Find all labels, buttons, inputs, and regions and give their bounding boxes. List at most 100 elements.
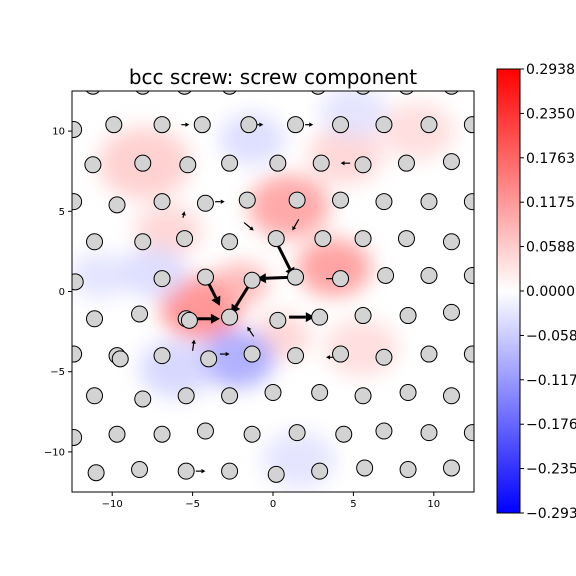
- displacement-arrow: [182, 215, 185, 218]
- atom-marker: [314, 230, 332, 248]
- atom-marker: [135, 91, 150, 95]
- atom-marker: [111, 350, 129, 368]
- atom-marker: [399, 384, 417, 402]
- displacement-arrow-head: [259, 122, 264, 127]
- displacement-arrow-head: [309, 122, 314, 127]
- atom-marker: [311, 308, 329, 326]
- atom-marker: [420, 424, 438, 442]
- field-region: [72, 252, 129, 299]
- atom-marker: [463, 266, 474, 284]
- y-axis: −10 −5 0 5 10: [44, 127, 72, 458]
- atom-marker: [354, 156, 372, 174]
- atom-marker: [134, 233, 152, 251]
- colorbar-tick-label: 0.1175: [526, 195, 575, 211]
- atom-marker: [269, 154, 287, 172]
- atom-marker: [72, 120, 83, 138]
- atom-marker: [72, 345, 83, 363]
- field-region: [200, 329, 275, 388]
- atom-marker: [221, 233, 239, 251]
- atom-marker: [420, 266, 438, 284]
- atom-marker: [108, 425, 126, 443]
- atom-marker: [332, 345, 350, 363]
- atom-marker: [238, 191, 256, 209]
- atom-marker: [354, 387, 372, 405]
- x-axis: −10 −5 0 5 10: [102, 492, 440, 510]
- atom-marker: [72, 273, 84, 291]
- plot-area: −10 −5 0 5 10 −10 −5 0 5 10: [44, 90, 475, 510]
- displacement-arrow-head: [256, 273, 267, 284]
- x-tick-label: −10: [102, 499, 123, 510]
- colorbar-tick-label: −0.2350: [526, 462, 576, 478]
- atom-marker: [177, 387, 195, 405]
- colorbar-tick-label: 0.0000: [526, 284, 575, 300]
- atom-marker: [243, 345, 261, 363]
- atom-marker: [131, 461, 149, 479]
- atom-marker: [153, 425, 171, 443]
- atom-marker: [196, 194, 214, 212]
- displacement-arrow-head: [201, 468, 206, 474]
- colorbar-ticks: 0.2938 0.2350 0.1763 0.1175 0.0588 0.0000 −0.0…: [520, 62, 576, 522]
- atom-marker: [332, 191, 350, 209]
- displacement-arrow: [248, 329, 255, 337]
- atom-marker: [131, 305, 149, 323]
- field-region: [139, 339, 214, 398]
- atom-marker: [267, 230, 285, 248]
- atom-marker: [177, 91, 192, 95]
- atom-marker: [196, 422, 214, 440]
- atom-marker: [332, 270, 350, 288]
- atom-marker: [354, 307, 372, 325]
- field-layer: [72, 91, 455, 489]
- displacement-arrow-head: [211, 295, 221, 306]
- atom-marker: [463, 116, 474, 134]
- atom-marker: [200, 350, 218, 368]
- atom-marker: [442, 233, 460, 251]
- displacement-arrow: [243, 222, 252, 229]
- y-tick-label: 5: [59, 207, 65, 218]
- y-tick-label: −5: [50, 367, 65, 378]
- displacement-arrow-head: [225, 351, 230, 357]
- colorbar-tick-label: −0.1175: [526, 373, 576, 389]
- atom-marker: [335, 425, 353, 443]
- colorbar-gradient: [496, 68, 521, 514]
- atom-marker: [193, 116, 211, 134]
- chart-title: bcc screw: screw component: [129, 65, 417, 89]
- atom-marker: [153, 116, 171, 134]
- atom-marker: [221, 154, 239, 172]
- atom-marker: [442, 153, 460, 171]
- colorbar-tick-label: 0.2938: [526, 62, 575, 78]
- atom-marker: [442, 459, 460, 477]
- displacement-arrow-head: [249, 226, 254, 231]
- atom-marker: [196, 268, 214, 286]
- x-tick-label: −5: [185, 499, 200, 510]
- displacement-arrow-head: [247, 326, 252, 332]
- colorbar-tick-label: 0.0588: [526, 240, 575, 256]
- atom-marker: [332, 116, 350, 134]
- atom-marker: [287, 116, 305, 134]
- displacement-arrow-head: [326, 355, 331, 360]
- atom-marker: [267, 465, 285, 483]
- atom-marker: [179, 156, 197, 174]
- field-region: [120, 246, 188, 299]
- atom-marker: [222, 91, 237, 95]
- y-tick-label: 0: [59, 287, 65, 298]
- atom-marker: [399, 461, 417, 479]
- field-region: [218, 113, 286, 166]
- colorbar-tick-label: −0.2938: [526, 506, 576, 522]
- atom-marker: [87, 464, 105, 482]
- atom-marker: [264, 384, 282, 402]
- atom-marker: [420, 116, 438, 134]
- atom-marker: [375, 116, 393, 134]
- colorbar-tick-label: −0.1763: [526, 417, 576, 433]
- atom-marker: [72, 193, 83, 211]
- atom-layer: [72, 91, 474, 483]
- atom-marker: [72, 428, 83, 446]
- atom-marker: [311, 91, 326, 95]
- atom-marker: [153, 270, 171, 288]
- displacement-arrow-head: [305, 312, 315, 323]
- atom-marker: [312, 154, 330, 172]
- atom-marker: [354, 230, 372, 248]
- field-region: [380, 102, 455, 161]
- atom-marker: [243, 425, 261, 443]
- y-tick-label: 10: [52, 127, 65, 138]
- atom-marker: [134, 390, 152, 408]
